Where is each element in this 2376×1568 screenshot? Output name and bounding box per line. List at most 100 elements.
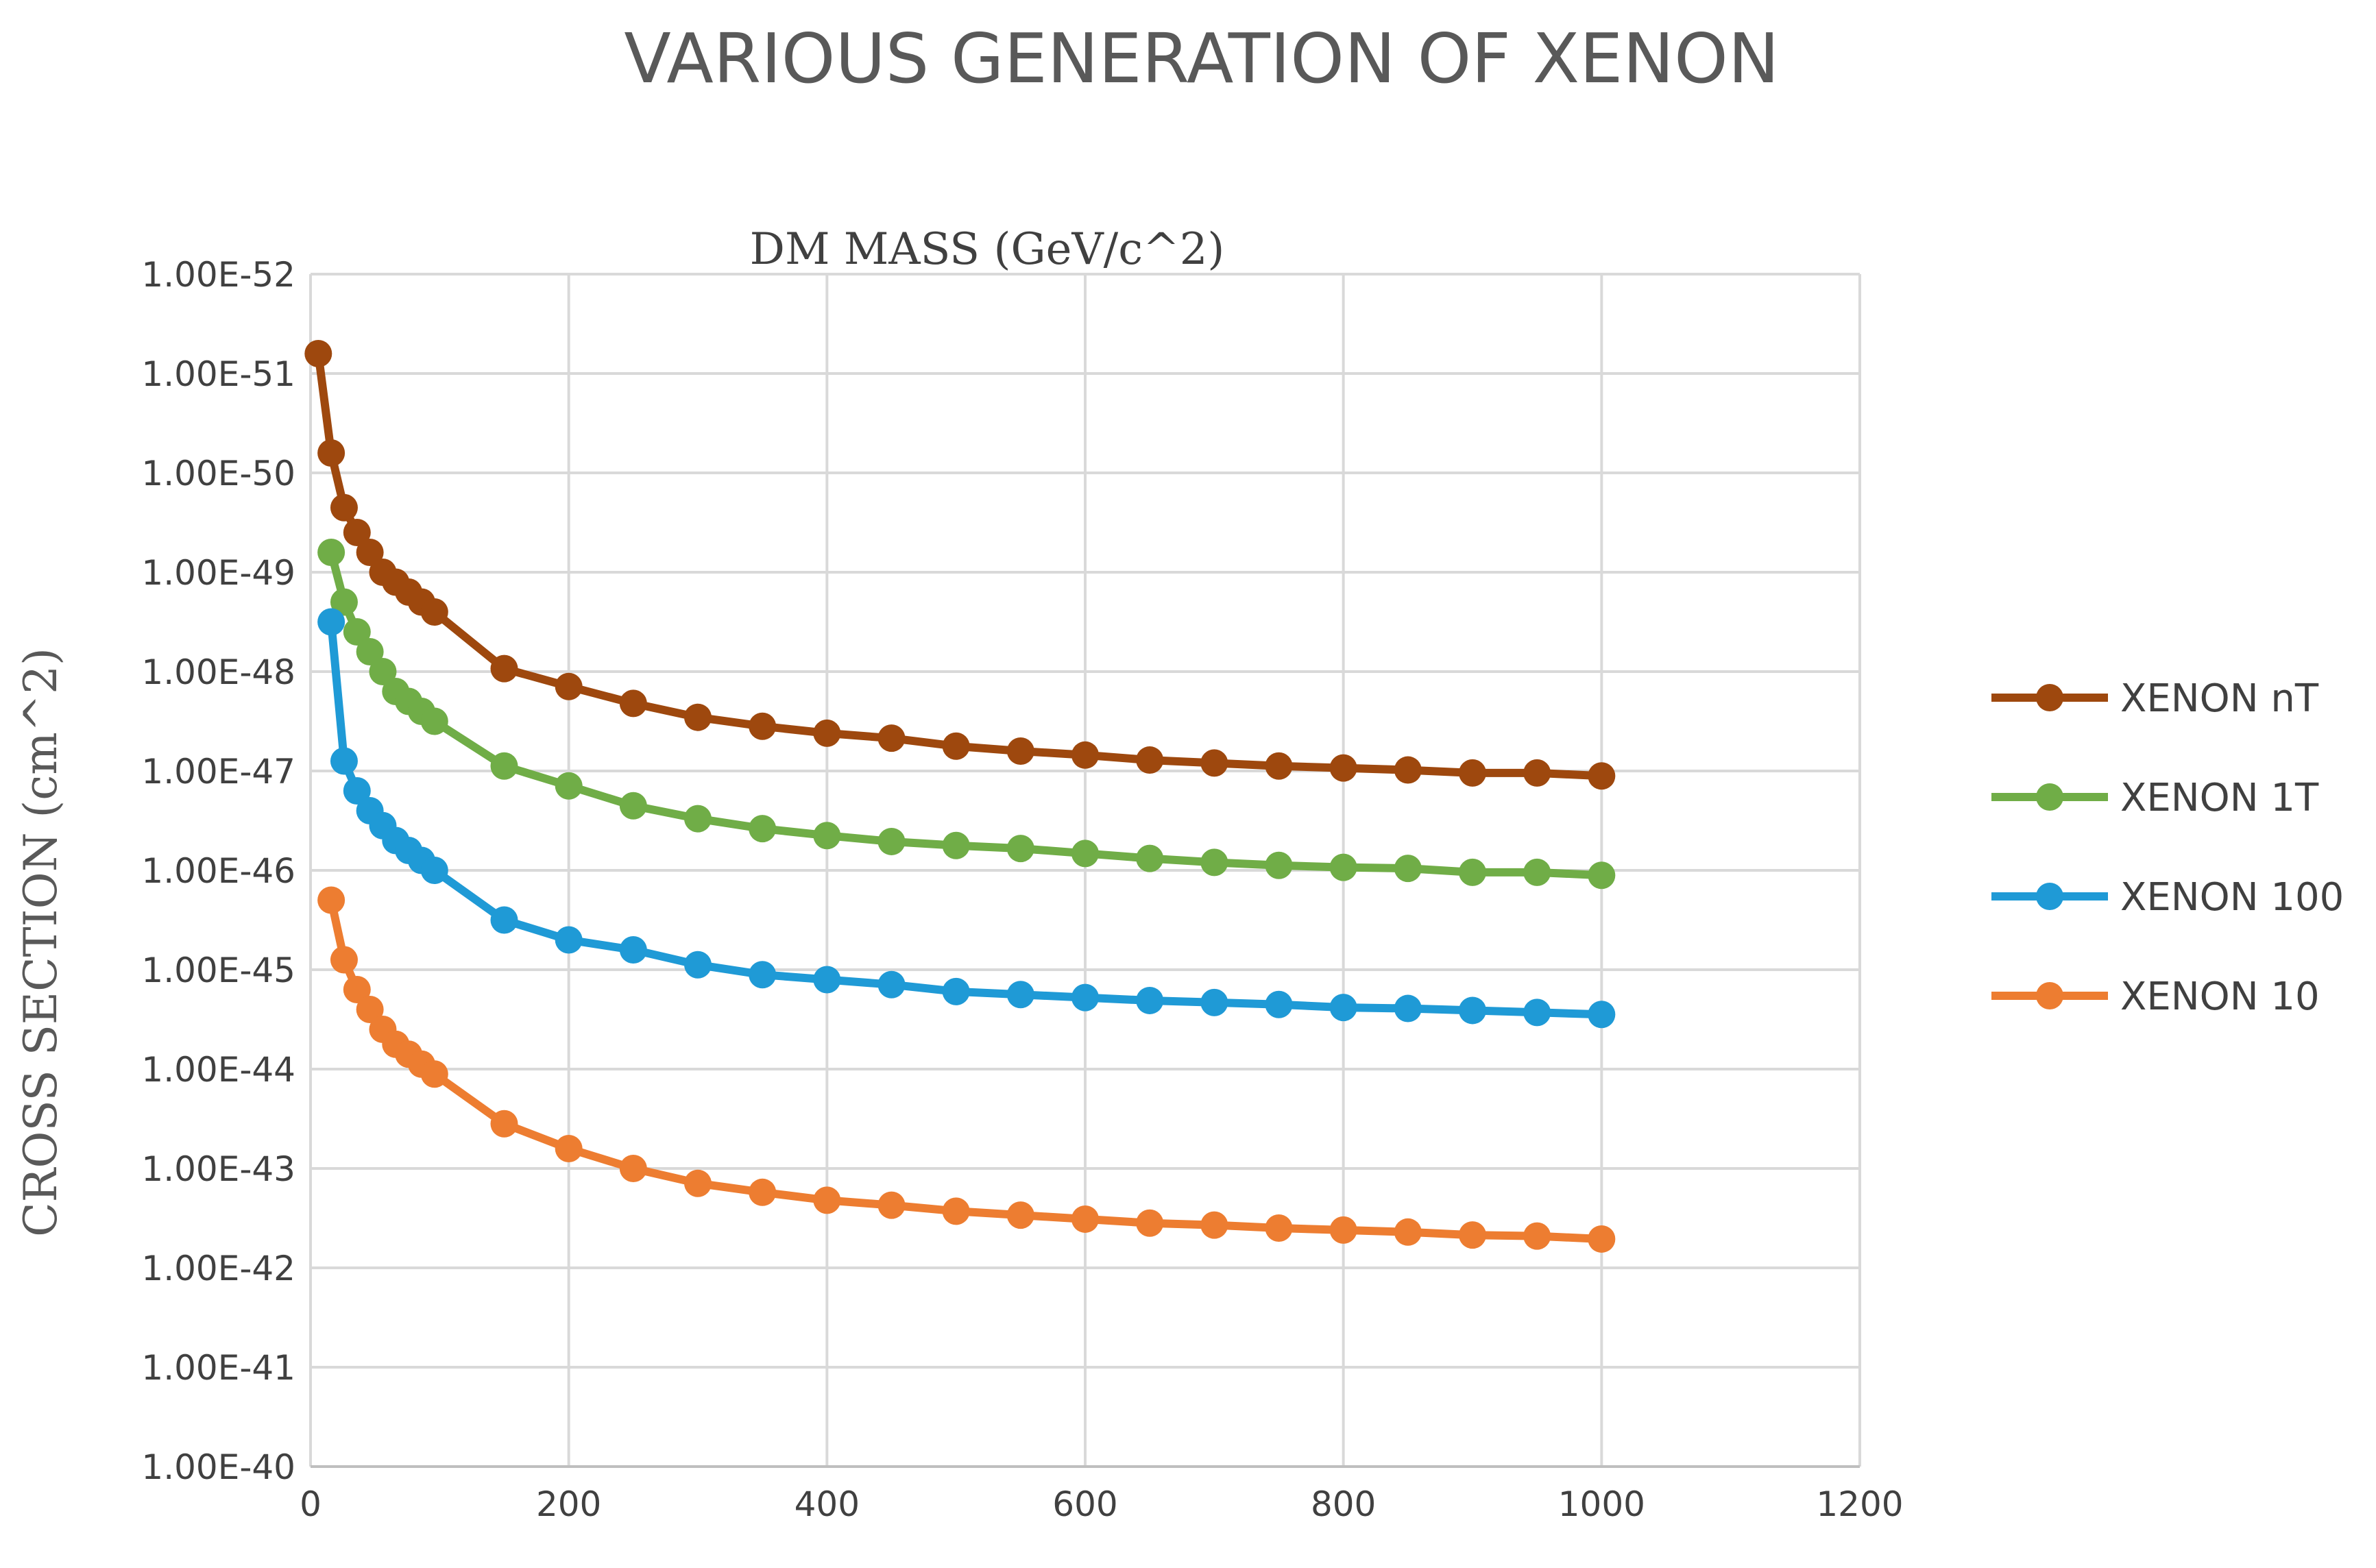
y-tick-label: 1.00E-51 (141, 354, 295, 394)
legend-label: XENON 100 (2120, 875, 2344, 920)
legend-item: XENON 1T (1991, 776, 2319, 820)
data-point (356, 996, 384, 1023)
data-point (1265, 990, 1293, 1018)
data-point (1071, 1205, 1099, 1233)
legend: XENON nT XENON 1T XENON 100 XENON 10 (1991, 676, 2344, 1019)
data-point (555, 926, 583, 954)
data-point (1071, 983, 1099, 1012)
series-xenon-nt (304, 340, 1616, 790)
data-point (317, 886, 346, 914)
data-point (330, 588, 358, 616)
y-tick-label: 1.00E-46 (141, 851, 295, 891)
data-point (1523, 999, 1551, 1027)
data-point (1459, 759, 1486, 787)
data-point (330, 747, 358, 775)
data-point (343, 618, 371, 646)
data-point (1329, 754, 1357, 782)
data-point (490, 752, 518, 780)
data-point (684, 951, 712, 979)
data-point (330, 493, 358, 522)
data-point (619, 936, 647, 964)
data-point (877, 827, 906, 855)
data-point (1071, 840, 1099, 868)
data-point (1523, 759, 1551, 787)
legend-swatch-marker (2036, 982, 2063, 1009)
y-tick-label: 1.00E-50 (141, 454, 295, 493)
data-point (877, 970, 906, 999)
data-point (1329, 1216, 1357, 1244)
x-tick-label: 400 (795, 1484, 860, 1524)
data-point (330, 946, 358, 974)
data-point (1588, 762, 1616, 790)
y-axis-label: CROSS SECTION (cm^2) (14, 648, 67, 1237)
data-point (1265, 752, 1293, 780)
data-point (369, 658, 397, 685)
legend-item: XENON 10 (1991, 975, 2320, 1019)
data-point (317, 608, 346, 636)
data-point (813, 822, 841, 850)
y-tick-label: 1.00E-47 (141, 752, 295, 792)
data-point (813, 1186, 841, 1214)
data-point (813, 966, 841, 994)
series-line-xenon-100 (327, 617, 1606, 1019)
data-point (619, 792, 647, 820)
data-point (555, 672, 583, 700)
series-layer (304, 340, 1616, 1253)
data-point (619, 689, 647, 718)
y-tick-label: 1.00E-45 (141, 951, 295, 990)
data-point (1265, 851, 1293, 879)
data-point (356, 638, 384, 665)
data-point (877, 724, 906, 752)
data-point (1329, 853, 1357, 881)
legend-item: XENON nT (1991, 676, 2319, 721)
data-point (1136, 746, 1164, 774)
x-tick-labels: 0 200 400 600 800 1000 1200 (300, 1484, 1904, 1524)
data-point (1265, 1214, 1293, 1242)
data-point (343, 976, 371, 1003)
y-tick-label: 1.00E-41 (141, 1348, 295, 1388)
y-tick-labels: 1.00E-52 1.00E-51 1.00E-50 1.00E-49 1.00E-48… (141, 255, 295, 1487)
data-point (1136, 844, 1164, 872)
data-point (749, 961, 777, 989)
data-point (420, 857, 448, 884)
data-point (1136, 1209, 1164, 1237)
data-point (1200, 749, 1228, 777)
data-point (942, 977, 970, 1005)
data-point (490, 654, 518, 683)
data-point (555, 1135, 583, 1162)
data-point (1588, 1225, 1616, 1253)
data-point (317, 439, 346, 467)
data-point (1006, 737, 1034, 765)
data-point (555, 772, 583, 800)
data-point (1006, 981, 1034, 1009)
data-point (343, 519, 371, 546)
data-point (1394, 994, 1422, 1022)
data-point (1006, 835, 1034, 863)
data-point (1136, 986, 1164, 1014)
data-point (1588, 861, 1616, 890)
x-tick-label: 1200 (1816, 1484, 1903, 1524)
x-axis-label: DM MASS (GeV/c^2) (750, 224, 1225, 275)
legend-label: XENON 1T (2120, 776, 2319, 820)
data-point (1394, 855, 1422, 883)
y-tick-label: 1.00E-42 (141, 1249, 295, 1288)
series-xenon-10 (317, 886, 1616, 1253)
x-tick-label: 0 (300, 1484, 322, 1524)
data-point (877, 1191, 906, 1219)
data-point (420, 1060, 448, 1088)
data-point (684, 805, 712, 833)
data-point (490, 906, 518, 934)
y-tick-label: 1.00E-43 (141, 1149, 295, 1189)
data-point (619, 1155, 647, 1182)
series-xenon-100 (317, 608, 1616, 1029)
data-point (1588, 1001, 1616, 1029)
data-point (356, 539, 384, 566)
y-tick-label: 1.00E-52 (141, 255, 295, 295)
data-point (942, 1197, 970, 1225)
legend-label: XENON 10 (2120, 975, 2320, 1019)
legend-swatch-marker (2036, 883, 2063, 910)
legend-label: XENON nT (2120, 676, 2319, 721)
legend-swatch-marker (2036, 684, 2063, 711)
data-point (1394, 756, 1422, 784)
